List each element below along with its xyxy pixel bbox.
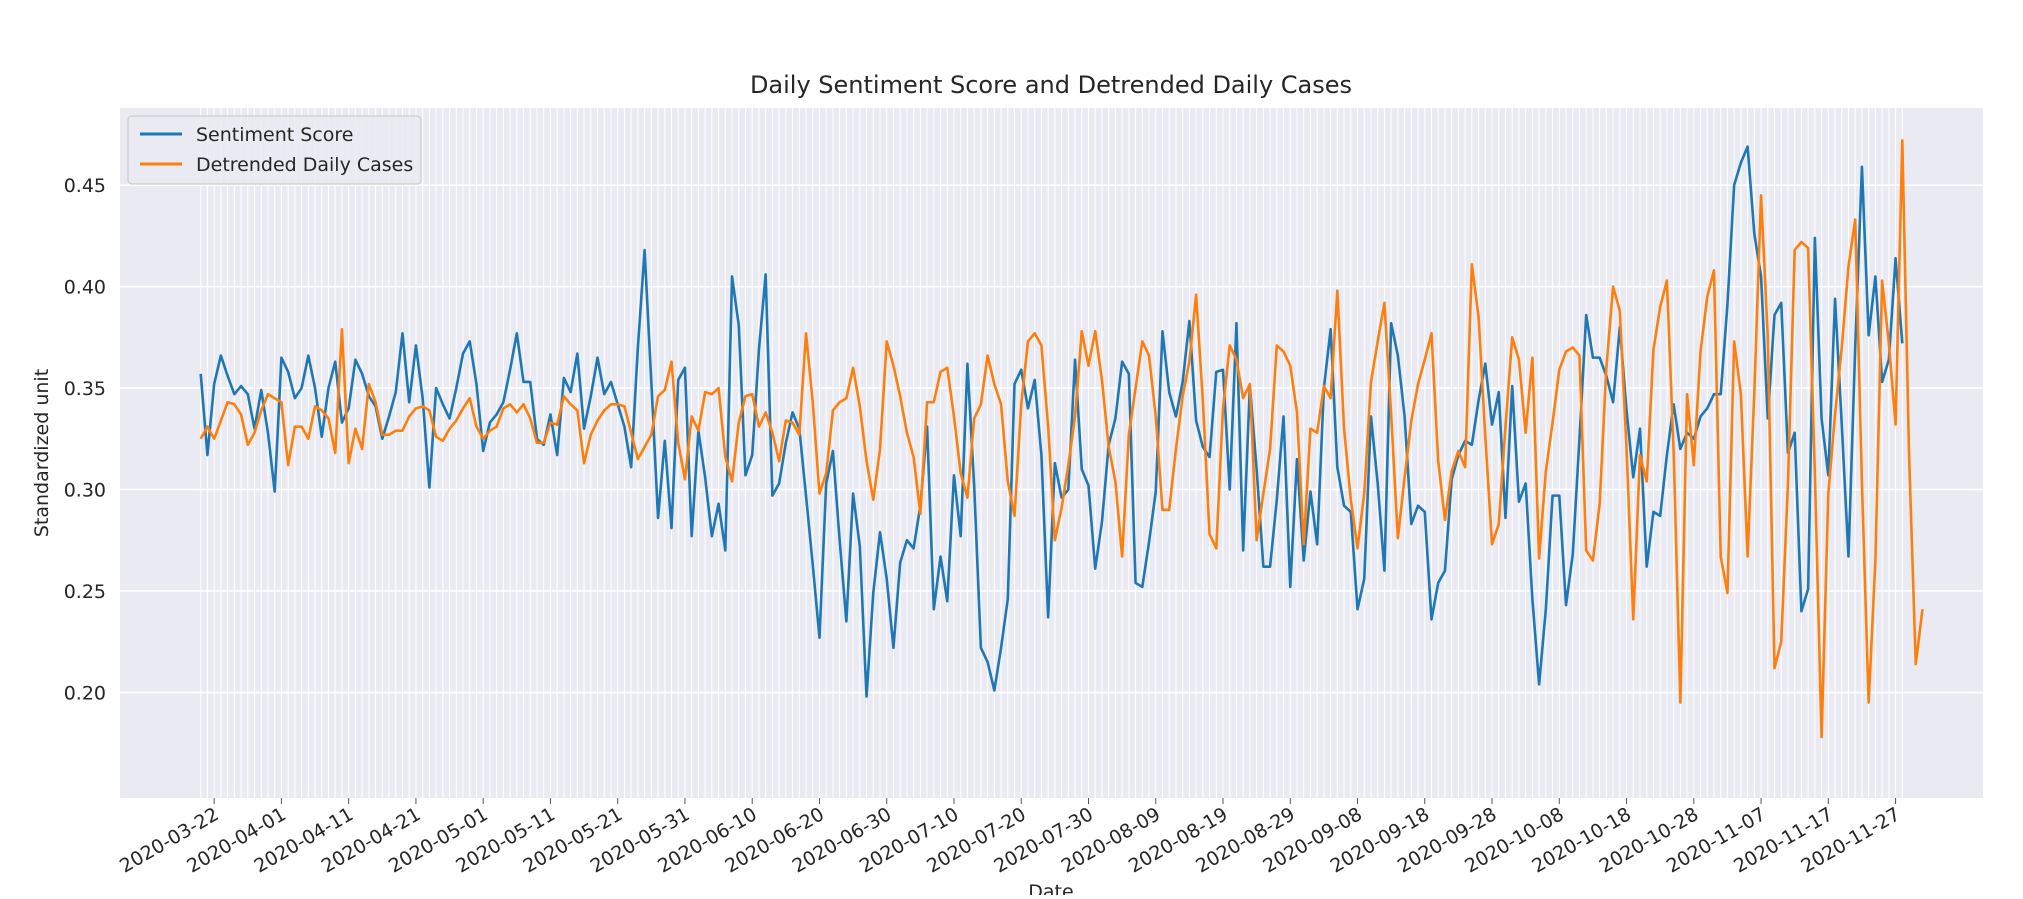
legend-label-detrended-daily-cases: Detrended Daily Cases: [196, 154, 413, 176]
y-tick-label: 0.25: [64, 581, 106, 603]
legend-label-sentiment-score: Sentiment Score: [196, 124, 353, 146]
legend-box: [127, 115, 422, 185]
x-tick-labels: 2020-03-222020-04-012020-04-112020-04-21…: [116, 798, 1904, 878]
grid-layer: [120, 108, 1983, 798]
x-axis-label: Date: [1028, 881, 1073, 895]
plot-background: [120, 108, 1983, 798]
series-layer: [199, 139, 1924, 739]
y-tick-label: 0.30: [64, 480, 106, 502]
y-tick-labels: 0.20 0.25 0.30 0.35 0.40 0.45: [64, 175, 106, 704]
y-tick-label: 0.40: [64, 277, 106, 299]
y-axis-label: Standardized unit: [31, 369, 53, 537]
y-tick-label: 0.20: [64, 682, 106, 704]
series-line-sentiment-score: [199, 145, 1904, 698]
y-tick-label: 0.45: [64, 175, 106, 197]
series-line-detrended-daily-cases: [199, 139, 1924, 739]
legend: Sentiment Score Detrended Daily Cases: [127, 115, 422, 185]
chart-title: Daily Sentiment Score and Detrended Dail…: [750, 71, 1352, 99]
y-tick-label: 0.35: [64, 378, 106, 400]
